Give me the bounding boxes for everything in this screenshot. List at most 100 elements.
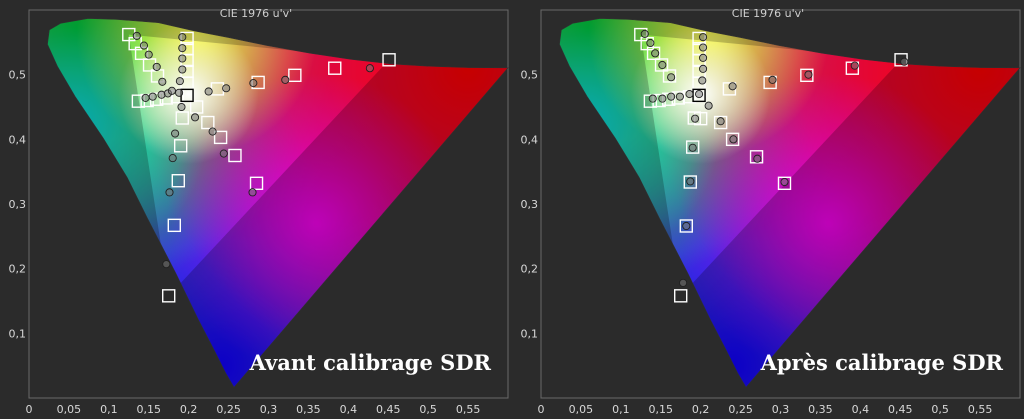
target-square xyxy=(674,289,688,303)
measured-point xyxy=(158,77,167,86)
measured-point xyxy=(640,29,649,38)
target-square xyxy=(643,94,658,108)
measured-point xyxy=(728,82,737,91)
chart-panel-after: 0,1 0,2 0,3 0,4 0,5 0 0,05 0,1 0,15 0,2 0,25 0,3 0,3… xyxy=(512,0,1024,419)
measured-markers xyxy=(132,31,374,269)
measured-point xyxy=(699,53,708,62)
y-tick-label: 0,3 xyxy=(9,198,27,211)
measured-point xyxy=(248,188,257,197)
chart-panel-before: 0,1 0,2 0,3 0,4 0,5 0 0,05 0,1 0,15 0,2 0,25 0,3 0,3… xyxy=(8,7,509,416)
measured-point xyxy=(281,75,290,84)
measured-point xyxy=(178,44,187,53)
x-tick-label: 0,5 xyxy=(419,403,437,416)
measured-point xyxy=(682,221,691,231)
measured-point xyxy=(729,135,738,144)
measured-point xyxy=(157,90,166,99)
chart-title: CIE 1976 u'v' xyxy=(732,7,804,20)
measured-point xyxy=(204,87,213,96)
measured-point xyxy=(699,64,708,73)
measured-point xyxy=(804,70,813,79)
measured-point xyxy=(144,50,153,59)
measured-point xyxy=(667,92,676,101)
target-square xyxy=(713,115,728,130)
measured-point xyxy=(679,278,688,287)
measured-point xyxy=(716,117,725,126)
measured-point xyxy=(695,90,704,99)
target-square xyxy=(173,139,188,153)
measured-point xyxy=(178,65,187,74)
target-square xyxy=(213,130,228,145)
x-tick-label: 0,25 xyxy=(728,403,753,416)
target-square xyxy=(662,69,677,83)
target-square xyxy=(725,132,740,147)
x-tick-label: 0,55 xyxy=(456,403,481,416)
target-square xyxy=(777,176,792,191)
target-square xyxy=(845,61,860,75)
y-tick-label: 0,5 xyxy=(9,69,27,82)
chart-caption: Avant calibrage SDR xyxy=(249,350,492,375)
measured-point xyxy=(768,75,777,84)
x-tick-label: 0,4 xyxy=(340,403,358,416)
target-square xyxy=(162,289,176,303)
y-tick-label: 0,2 xyxy=(9,263,27,276)
y-tick-label: 0,3 xyxy=(521,198,539,211)
measured-point xyxy=(171,129,180,138)
out-of-gamut-shade xyxy=(47,18,509,388)
measured-point xyxy=(132,31,141,40)
x-tick-label: 0,4 xyxy=(852,403,870,416)
x-tick-label: 0,3 xyxy=(772,403,790,416)
measured-point xyxy=(667,73,676,82)
measured-point xyxy=(753,154,762,163)
target-square xyxy=(201,115,215,130)
x-tick-label: 0,45 xyxy=(888,403,913,416)
x-tick-label: 0,35 xyxy=(808,403,833,416)
x-tick-label: 0,55 xyxy=(968,403,993,416)
target-square xyxy=(654,58,669,72)
measured-point xyxy=(699,33,708,42)
measured-point xyxy=(162,260,171,269)
measured-point xyxy=(222,84,231,93)
target-square xyxy=(679,219,693,233)
x-tick-label: 0,05 xyxy=(57,403,82,416)
x-tick-label: 0 xyxy=(538,403,545,416)
measured-point xyxy=(148,92,157,101)
measured-point xyxy=(165,188,174,197)
measured-point xyxy=(191,113,200,122)
measured-point xyxy=(139,41,149,50)
measured-point xyxy=(167,86,176,95)
measured-point xyxy=(646,38,655,48)
chart-title: CIE 1976 u'v' xyxy=(220,7,292,20)
measured-point xyxy=(658,60,667,70)
x-tick-label: 0,15 xyxy=(137,403,162,416)
target-square xyxy=(382,53,396,67)
measured-point xyxy=(658,94,667,103)
x-tick-label: 0,15 xyxy=(649,403,674,416)
target-square xyxy=(288,68,302,83)
y-tick-label: 0,4 xyxy=(521,133,539,146)
measured-point xyxy=(175,77,184,86)
measured-point xyxy=(208,127,217,136)
measured-point xyxy=(152,62,161,71)
chromaticity-chart-after: 0,1 0,2 0,3 0,4 0,5 0 0,05 0,1 0,15 0,2 0,25 0,3 0,3… xyxy=(521,7,1021,416)
target-square xyxy=(171,174,185,188)
x-tick-label: 0,45 xyxy=(376,403,401,416)
x-tick-label: 0,3 xyxy=(260,403,278,416)
measured-point xyxy=(141,93,150,102)
target-square xyxy=(646,46,661,61)
measured-point xyxy=(178,33,187,42)
x-tick-label: 0,05 xyxy=(569,403,594,416)
target-square xyxy=(228,148,242,163)
measured-point xyxy=(686,177,695,186)
measured-point xyxy=(168,154,177,163)
y-tick-label: 0,2 xyxy=(521,263,539,276)
x-tick-label: 0,5 xyxy=(931,403,949,416)
target-square xyxy=(167,218,181,233)
target-square xyxy=(249,176,264,191)
measured-point xyxy=(219,149,228,158)
measured-point xyxy=(850,61,859,70)
x-tick-label: 0,2 xyxy=(692,403,710,416)
target-square xyxy=(749,150,764,164)
y-tick-label: 0,5 xyxy=(521,69,539,82)
measured-point xyxy=(177,102,186,112)
x-tick-label: 0,2 xyxy=(180,403,198,416)
